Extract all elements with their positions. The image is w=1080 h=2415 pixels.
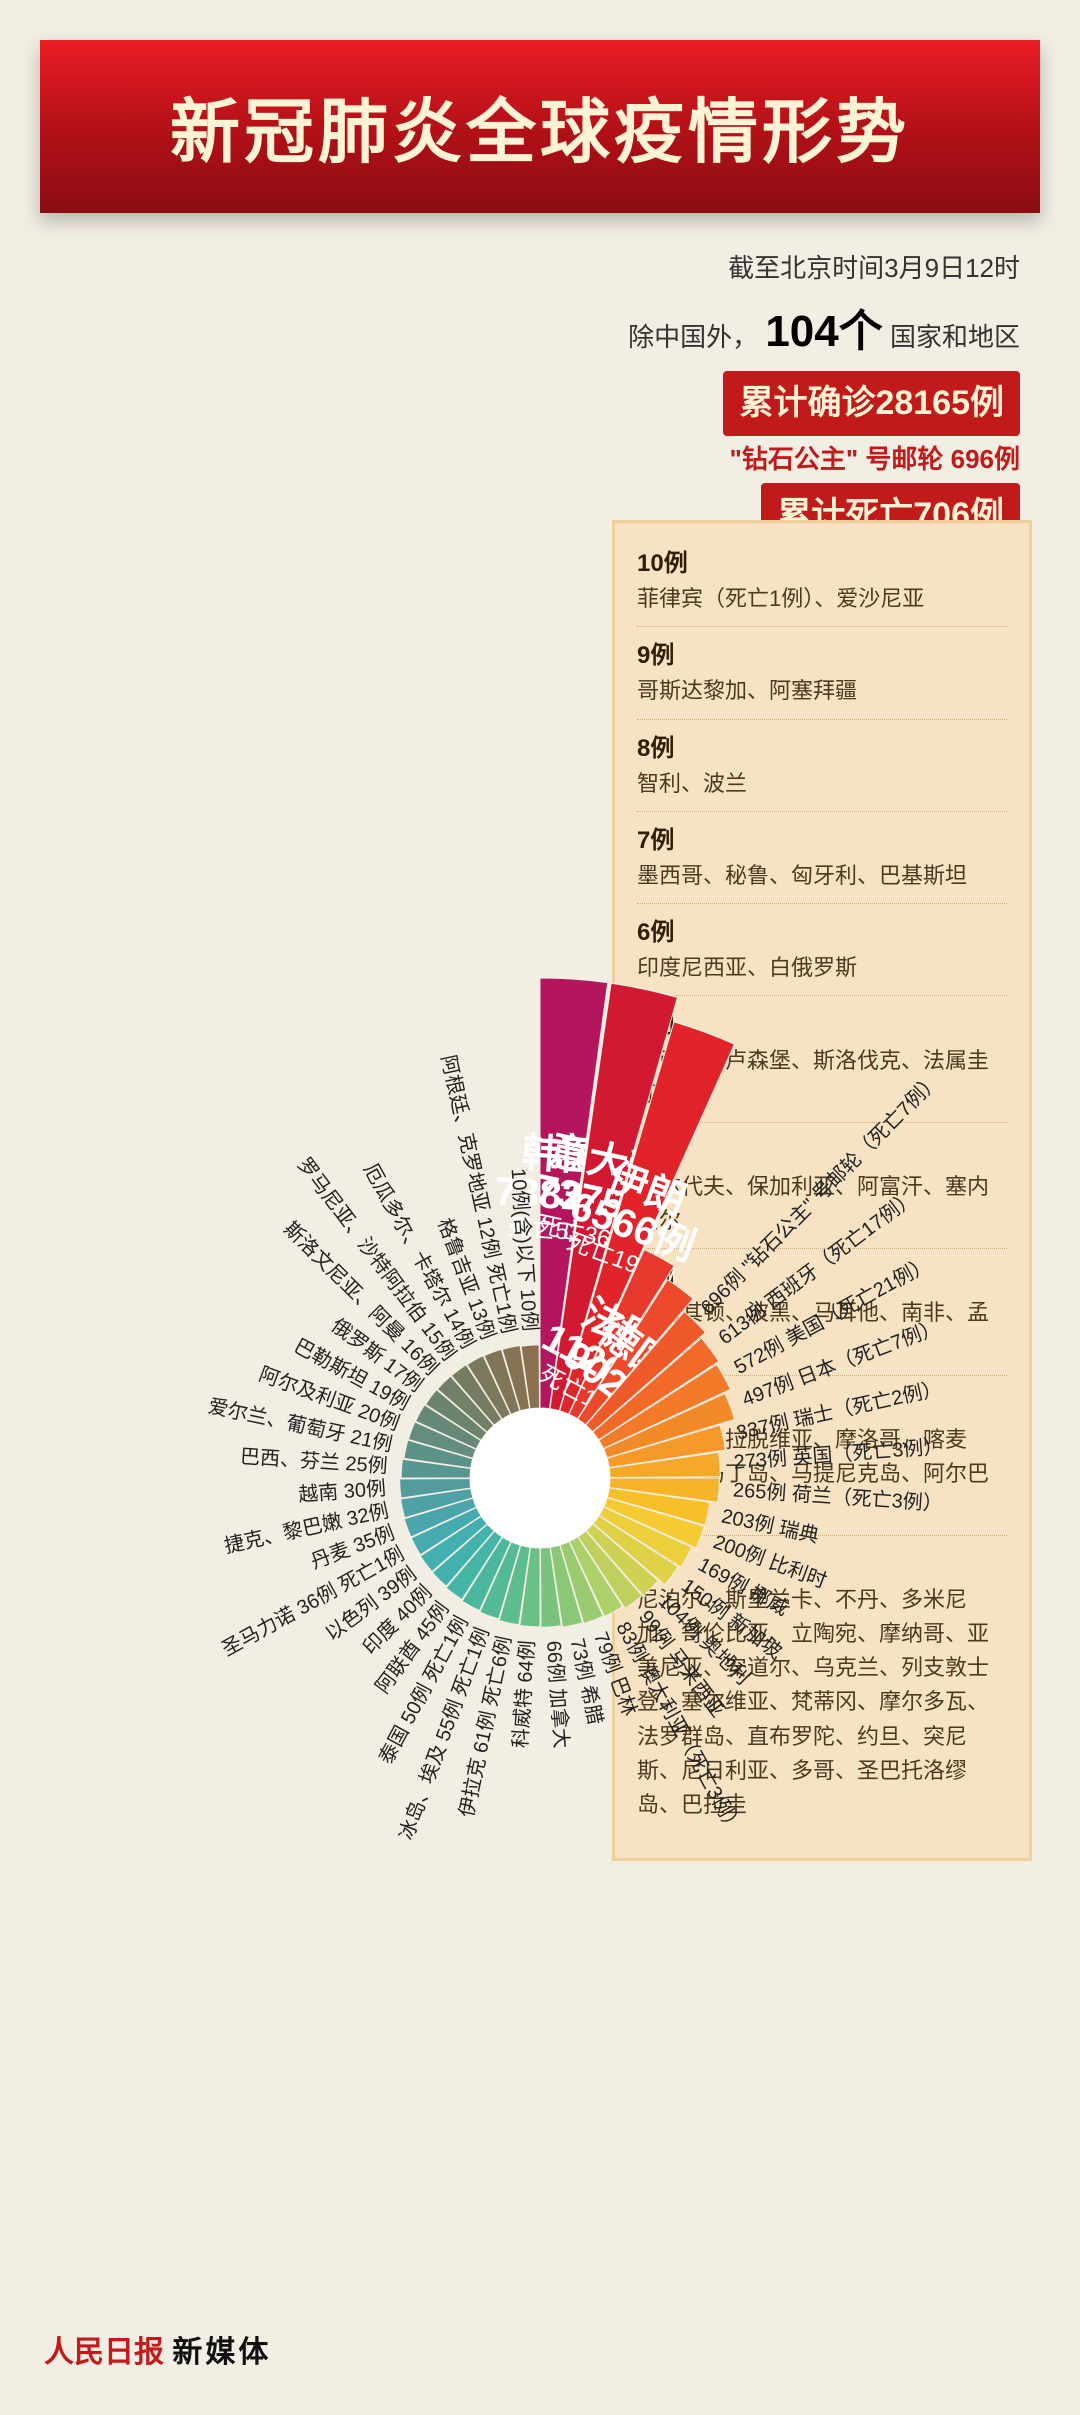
summary-line2: 除中国外， 104个 国家和地区 <box>60 292 1020 371</box>
confirmed-pill: 累计确诊28165例 <box>723 371 1020 436</box>
title-band: 新冠肺炎全球疫情形势 <box>40 40 1040 213</box>
polar-chart: 韩国7382例死亡53例意大利7375例死亡366例伊朗6566例死亡194例法… <box>40 978 1040 1978</box>
summary-block: 截至北京时间3月9日12时 除中国外， 104个 国家和地区 累计确诊28165… <box>60 245 1020 548</box>
source: 人民日报 新媒体 <box>44 2327 271 2371</box>
svg-text:273例 英国（死亡3例）: 273例 英国（死亡3例） <box>733 1435 944 1474</box>
ship-line: "钻石公主" 号邮轮 696例 <box>60 436 1020 483</box>
svg-text:265例 荷兰（死亡3例）: 265例 荷兰（死亡3例） <box>732 1479 943 1516</box>
title: 新冠肺炎全球疫情形势 <box>60 76 1020 177</box>
polar-chart-svg: 韩国7382例死亡53例意大利7375例死亡366例伊朗6566例死亡194例法… <box>40 978 1040 1978</box>
asof: 截至北京时间3月9日12时 <box>60 245 1020 292</box>
svg-text:科威特 64例: 科威特 64例 <box>509 1640 539 1749</box>
